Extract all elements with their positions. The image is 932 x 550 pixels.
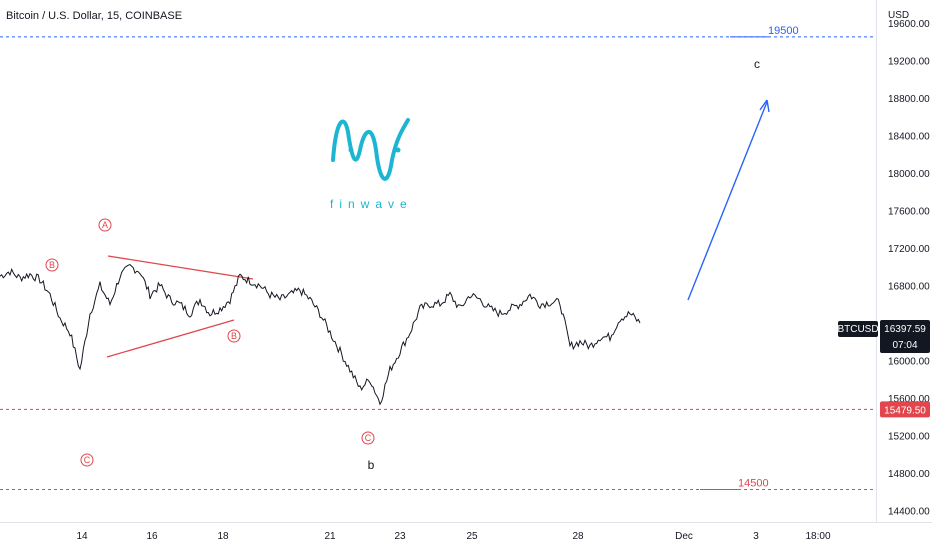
x-tick-label: 23: [394, 531, 406, 542]
y-tick-label: 15200.00: [888, 432, 930, 443]
wave-label-C: C: [80, 453, 94, 467]
projection-arrow-head: [759, 99, 770, 113]
finwave-logo-text: finwave: [330, 197, 413, 211]
symbol-badge: [838, 321, 878, 337]
triangle-upper-line: [107, 255, 254, 280]
wave-label-A: A: [98, 218, 112, 232]
finwave-logo: finwave: [330, 118, 413, 211]
x-tick-label: 21: [324, 531, 336, 542]
projection-arrow: [687, 99, 770, 301]
finwave-logo-dot: [395, 147, 401, 153]
x-tick-label: 28: [572, 531, 584, 542]
svg-text:B: B: [231, 331, 237, 341]
y-tick-label: 18000.00: [888, 169, 930, 180]
svg-text:C: C: [84, 455, 91, 465]
wave-label-B: B: [45, 258, 59, 272]
wave-label-c: c: [754, 57, 760, 71]
support-level-15479-badge: [880, 401, 930, 418]
current-price-badges[interactable]: BTCUSD 16397.59 07:04: [837, 320, 930, 353]
price-axis[interactable]: 19600.00 19200.00 18800.00 18400.00 18000.00…: [888, 19, 930, 518]
svg-text:A: A: [102, 220, 108, 230]
finwave-logo-dot: [348, 147, 354, 153]
x-tick-label: Dec: [675, 531, 693, 542]
y-tick-label: 17600.00: [888, 206, 930, 217]
price-badge: [880, 320, 930, 353]
support-level-14500-label: 14500: [738, 478, 769, 490]
y-tick-label: 19200.00: [888, 56, 930, 67]
horizontal-levels: 19500 15479.50 14500: [0, 25, 930, 491]
price-badge-value: 16397.59: [884, 324, 926, 335]
support-level-15479-badge-text: 15479.50: [884, 405, 926, 416]
wave-labels: A B B C C b c: [45, 57, 760, 472]
y-tick-label: 19600.00: [888, 19, 930, 30]
svg-text:C: C: [365, 433, 372, 443]
x-tick-label: 16: [146, 531, 158, 542]
finwave-logo-wave: [331, 118, 410, 181]
currency-label: USD: [888, 10, 909, 21]
wave-label-C-low: C: [361, 431, 375, 445]
y-tick-label: 15600.00: [888, 394, 930, 405]
triangle-lower-line: [106, 319, 235, 358]
y-tick-label: 17200.00: [888, 244, 930, 255]
target-level-19500-label: 19500: [768, 25, 799, 37]
x-tick-label: 18: [217, 531, 229, 542]
svg-text:B: B: [49, 260, 55, 270]
chart-title: Bitcoin / U.S. Dollar, 15, COINBASE: [6, 10, 183, 22]
y-tick-label: 16000.00: [888, 357, 930, 368]
price-series-line[interactable]: [0, 264, 641, 406]
y-tick-label: 18800.00: [888, 94, 930, 105]
y-tick-label: 16800.00: [888, 281, 930, 292]
price-badge-countdown: 07:04: [892, 340, 917, 351]
x-tick-label: 14: [76, 531, 88, 542]
wave-label-B-triangle: B: [227, 329, 241, 343]
time-axis[interactable]: 14 16 18 21 23 25 28 Dec 3 18:00: [76, 531, 831, 542]
y-tick-label: 14400.00: [888, 507, 930, 518]
triangle-lines: [106, 255, 254, 358]
x-tick-label: 3: [753, 531, 759, 542]
wave-label-b: b: [368, 458, 375, 472]
symbol-badge-text: BTCUSD: [837, 324, 878, 335]
y-tick-label: 18400.00: [888, 131, 930, 142]
projection-arrow-line: [687, 101, 768, 301]
x-tick-label: 25: [466, 531, 478, 542]
y-tick-label: 14800.00: [888, 469, 930, 480]
x-tick-label: 18:00: [805, 531, 830, 542]
